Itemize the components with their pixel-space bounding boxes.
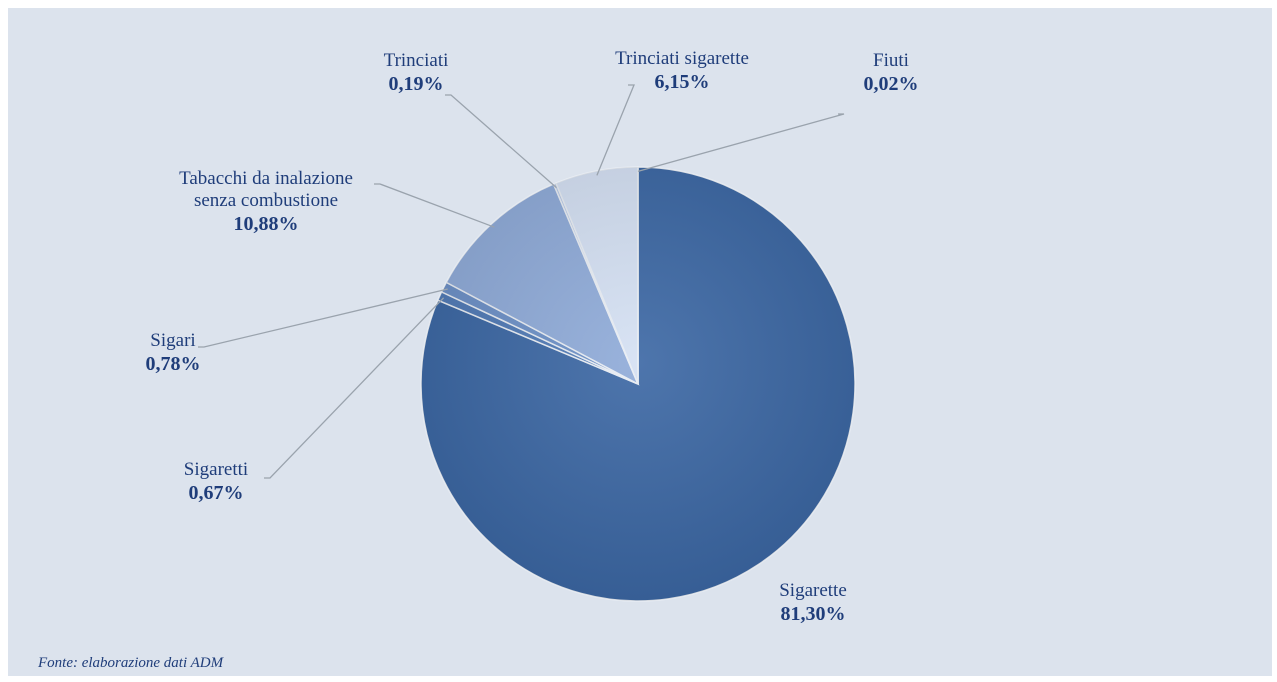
chart-area: Sigarette 81,30% Sigaretti 0,67% Sigari 0,78%… (8, 8, 1272, 676)
slice-name-label: Trinciati (384, 50, 449, 71)
leader-line (596, 84, 635, 176)
leader-line (374, 183, 495, 228)
slice-value-label: 0,02% (864, 73, 919, 95)
slice-value-label: 10,88% (234, 213, 299, 235)
slice-name-label: Sigarette (779, 580, 847, 601)
slice-name-label: Fiuti (873, 50, 909, 71)
leader-line (264, 297, 445, 479)
leader-line (445, 94, 557, 189)
slice-value-label: 0,19% (389, 73, 444, 95)
slice-name-label: senza combustione (194, 190, 338, 211)
slice-name-label: Trinciati sigarette (615, 48, 749, 69)
slice-value-label: 81,30% (781, 603, 846, 625)
slice-name-label: Tabacchi da inalazione (179, 168, 353, 189)
leader-line (637, 113, 845, 172)
slice-name-label: Sigaretti (184, 459, 248, 480)
leader-line (198, 288, 448, 348)
slice-name-label: Sigari (150, 330, 195, 351)
slice-value-label: 0,67% (189, 482, 244, 504)
source-note: Fonte: elaborazione dati ADM (38, 655, 224, 671)
slice-value-label: 0,78% (146, 353, 201, 375)
slice-value-label: 6,15% (655, 71, 710, 93)
